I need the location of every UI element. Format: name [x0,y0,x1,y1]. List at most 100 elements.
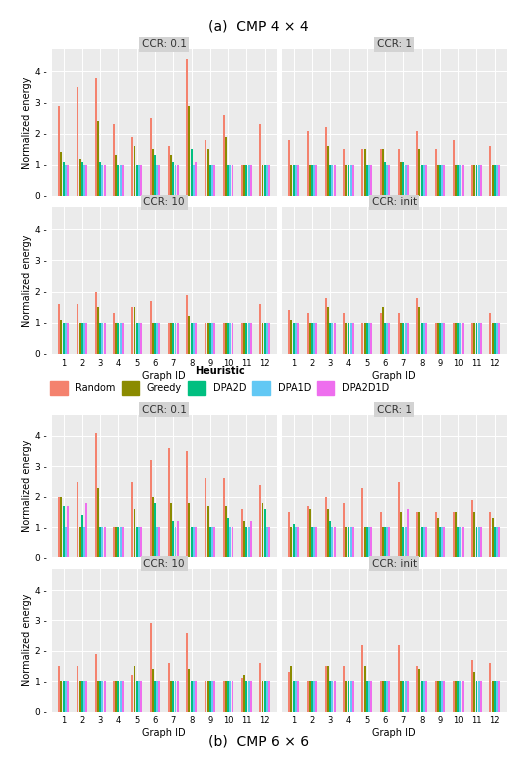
Title: CCR: 10: CCR: 10 [143,559,185,569]
Bar [386,681,388,712]
Bar [388,527,390,557]
Bar [471,165,473,196]
Bar [149,301,151,354]
Bar [453,512,455,557]
Bar [418,669,420,712]
Bar [158,323,160,354]
Bar [315,323,317,354]
Bar [333,323,336,354]
Bar [156,681,158,712]
Bar [103,681,105,712]
Bar [435,149,436,196]
Title: CCR: 0.1: CCR: 0.1 [142,40,187,49]
Bar [453,681,455,712]
Bar [386,527,388,557]
Bar [398,314,400,354]
Bar [77,482,79,557]
Bar [227,165,229,196]
Bar [402,323,404,354]
Bar [444,323,445,354]
Bar [333,527,336,557]
Bar [60,320,63,354]
Bar [457,323,459,354]
Bar [457,527,459,557]
Bar [65,681,67,712]
Bar [241,678,243,712]
Bar [154,681,156,712]
Bar [425,323,427,354]
Bar [498,323,500,354]
Bar [246,323,248,354]
Bar [158,681,160,712]
Bar [138,323,140,354]
Bar [138,165,140,196]
Bar [214,165,215,196]
Bar [191,149,192,196]
Bar [480,323,482,354]
Bar [175,681,176,712]
Y-axis label: Normalized energy: Normalized energy [22,594,32,686]
Bar [453,140,455,196]
Bar [214,527,215,557]
Bar [170,503,172,557]
Bar [149,623,151,712]
Bar [331,165,333,196]
Bar [225,681,227,712]
Bar [207,681,209,712]
Bar [244,521,245,557]
Bar [63,506,65,557]
Bar [154,503,156,557]
Bar [288,140,290,196]
Bar [191,323,192,354]
Bar [496,165,498,196]
Bar [400,323,402,354]
Bar [115,155,117,196]
Bar [97,307,99,354]
Bar [188,106,190,196]
Bar [248,165,250,196]
Bar [368,681,370,712]
Bar [177,323,179,354]
Bar [476,681,478,712]
Title: CCR: 1: CCR: 1 [377,40,412,49]
Bar [492,681,494,712]
Bar [498,165,500,196]
Bar [297,527,299,557]
Bar [478,323,480,354]
Bar [60,681,63,712]
Bar [327,509,329,557]
Bar [352,323,354,354]
Bar [418,307,420,354]
Bar [103,165,105,196]
Bar [223,323,225,354]
Bar [388,165,390,196]
Bar [188,669,190,712]
Bar [407,509,409,557]
Bar [58,304,60,354]
Bar [232,323,234,354]
Bar [345,323,347,354]
Bar [398,482,400,557]
Bar [437,323,439,354]
Bar [186,632,188,712]
Bar [207,323,209,354]
Bar [418,512,420,557]
Bar [490,512,491,557]
Bar [478,165,480,196]
Bar [366,165,368,196]
Bar [95,433,97,557]
Bar [388,681,390,712]
Bar [79,323,81,354]
Bar [136,323,138,354]
Bar [349,165,352,196]
Bar [97,488,99,557]
Bar [441,323,443,354]
Bar [149,460,151,557]
Bar [478,681,480,712]
Bar [227,323,229,354]
Bar [315,165,317,196]
Bar [230,323,231,354]
Bar [400,161,402,196]
Bar [441,165,443,196]
Bar [230,165,231,196]
